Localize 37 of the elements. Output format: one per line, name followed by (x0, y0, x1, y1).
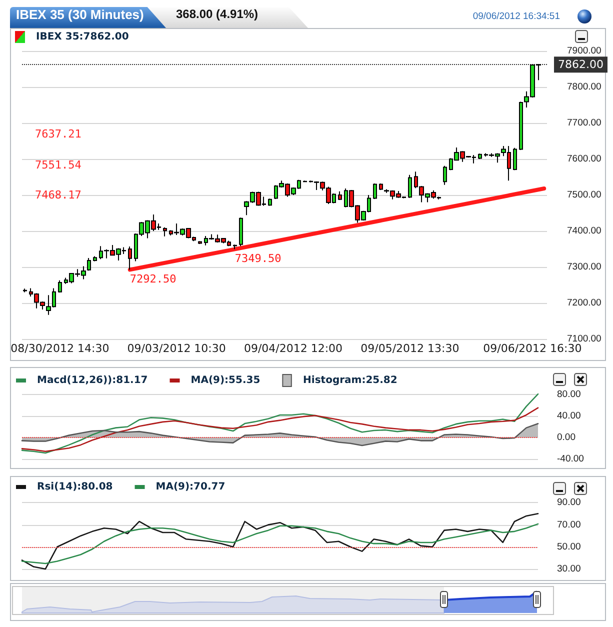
y-tick-label: 0.00 (557, 432, 576, 443)
y-tick-label: 7100.00 (567, 334, 602, 344)
y-tick-label: 7500.00 (567, 190, 602, 200)
ref-line-label: 7862.00 (558, 58, 604, 72)
y-tick-label: -40.00 (557, 453, 584, 464)
ref-line-label: 7637.21 (35, 128, 82, 141)
legend-label: IBEX 35:7862.00 (36, 32, 129, 42)
chart-title: IBEX 35 (30 Minutes) (10, 7, 166, 28)
y-tick-label: 7900.00 (567, 46, 602, 56)
ref-line-label: 7551.54 (35, 158, 82, 172)
y-tick-label: 90.00 (557, 497, 581, 508)
x-tick-label: 08/30/2012 14:30 (10, 342, 110, 355)
data-label: 7292.50 (130, 272, 176, 286)
x-tick-label: 09/04/2012 12:00 (244, 342, 343, 355)
y-tick-label: 30.00 (557, 563, 581, 574)
y-tick-label: 7800.00 (567, 82, 602, 92)
chart-subtitle: 368.00 (4.91%) (148, 7, 308, 28)
legend-label: Rsi(14):80.08 (37, 482, 113, 492)
legend-label: MA(9):55.35 (190, 375, 260, 386)
x-tick-label: 09/05/2012 13:30 (360, 342, 460, 355)
y-tick-label: 40.00 (557, 410, 581, 422)
y-tick-label: 50.00 (557, 541, 581, 552)
data-label: 7349.50 (234, 252, 282, 266)
legend-label: Histogram:25.82 (303, 375, 398, 386)
y-tick-label: 7400.00 (567, 226, 602, 236)
ref-line-label: 7468.17 (35, 188, 82, 202)
y-tick-label: 7700.00 (567, 118, 602, 128)
x-tick-label: 09/06/2012 16:30 (483, 342, 582, 355)
y-tick-label: 70.00 (557, 519, 581, 530)
y-tick-label: 80.00 (557, 389, 581, 400)
legend-label: MA(9):70.77 (156, 482, 226, 492)
y-tick-label: 7200.00 (567, 298, 602, 308)
y-tick-label: 7600.00 (567, 154, 602, 164)
legend-label: Macd(12,26)):81.17 (37, 375, 148, 386)
x-tick-label: 09/03/2012 10:30 (127, 342, 226, 355)
y-tick-label: 7300.00 (567, 262, 602, 272)
text: 09/06/2012 16:34:51 (472, 11, 560, 22)
